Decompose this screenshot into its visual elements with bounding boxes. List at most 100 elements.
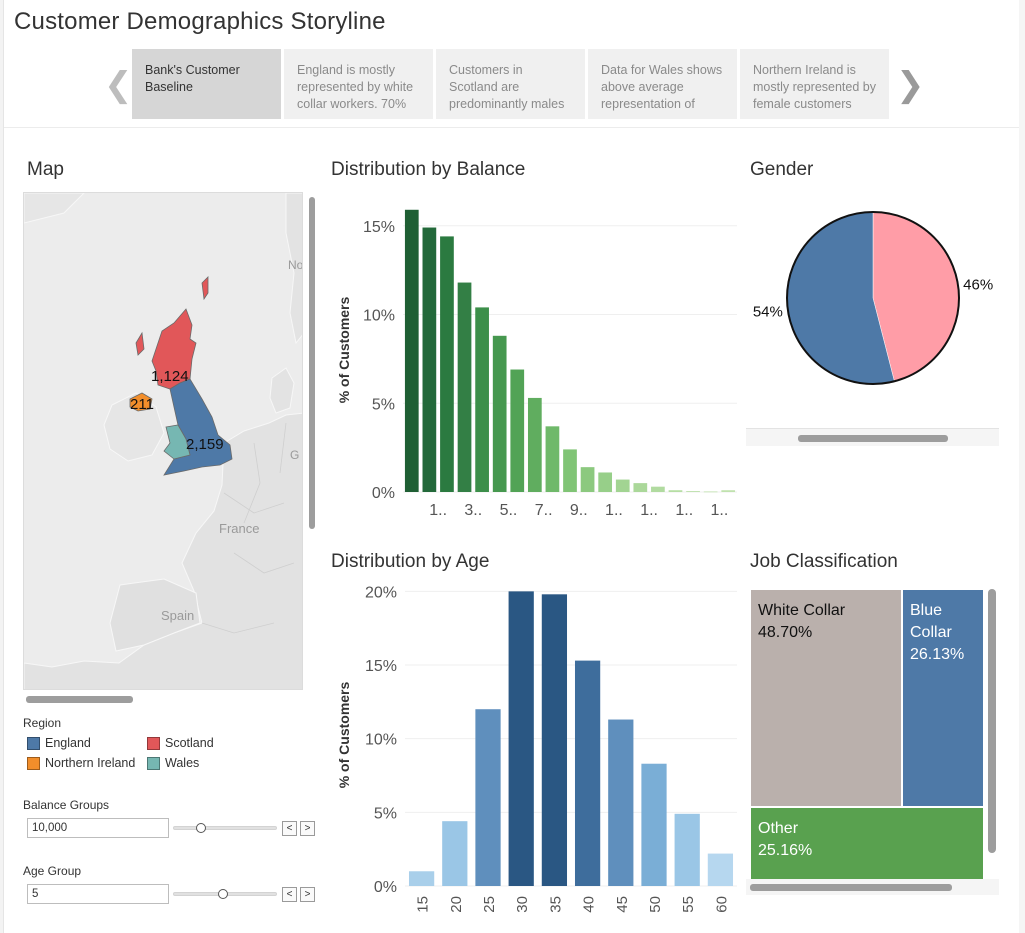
- age-chart-title: Distribution by Age: [331, 551, 490, 572]
- bar[interactable]: [508, 591, 534, 886]
- bar[interactable]: [422, 227, 437, 492]
- map-region-wales[interactable]: [163, 424, 191, 460]
- map-place-label: No: [288, 258, 303, 272]
- bar[interactable]: [615, 479, 630, 492]
- gender-chart-title: Gender: [750, 159, 814, 180]
- bar[interactable]: [492, 335, 507, 492]
- story-prev-arrow-icon[interactable]: ❮: [104, 65, 133, 105]
- balance-chart-title: Distribution by Balance: [331, 159, 526, 180]
- map-region-scotland-isles[interactable]: [135, 276, 209, 356]
- x-tick-label: 5..: [500, 502, 518, 519]
- balance-groups-slider-thumb[interactable]: [196, 823, 207, 833]
- bar[interactable]: [721, 490, 736, 492]
- bar[interactable]: [633, 483, 648, 492]
- bar[interactable]: [598, 472, 613, 492]
- bar[interactable]: [580, 467, 595, 492]
- map-label-scotland: 1,124: [151, 368, 189, 385]
- map-borders: [201, 422, 295, 634]
- left-edge: [0, 0, 4, 933]
- legend-swatch: [147, 736, 160, 750]
- legend-swatch: [147, 756, 160, 770]
- story-point-3[interactable]: Customers in Scotland are predominantly …: [436, 49, 585, 119]
- pie-slice-label: 46%: [963, 277, 993, 294]
- legend-item-scotland[interactable]: Scotland: [147, 736, 214, 750]
- bar[interactable]: [703, 491, 718, 493]
- map-region-scotland[interactable]: [151, 308, 197, 390]
- x-tick-label: 20: [448, 896, 465, 913]
- x-tick-label: 7..: [535, 502, 553, 519]
- map-land-europe: [24, 412, 302, 689]
- story-point-4[interactable]: Data for Wales shows above average repre…: [588, 49, 737, 119]
- treemap-horizontal-scrollbar[interactable]: [750, 884, 952, 891]
- balance-groups-slider[interactable]: [173, 826, 277, 830]
- age-group-label: Age Group: [23, 864, 82, 878]
- x-tick-label: 1..: [429, 502, 447, 519]
- y-tick-label: 0%: [374, 879, 397, 896]
- bar[interactable]: [457, 282, 472, 492]
- age-group-next-button[interactable]: >: [300, 887, 315, 902]
- treemap-name-label: White Collar: [758, 602, 846, 619]
- map-region-northern-ireland[interactable]: [129, 392, 153, 412]
- balance-distribution-chart: % of Customers 0% 5% 10% 15% 1.. 3.. 5.. 7.. 9.. 1…: [336, 209, 737, 519]
- x-tick-label: 40: [581, 896, 598, 913]
- x-tick-label: 1..: [640, 502, 658, 519]
- legend-label: Northern Ireland: [45, 756, 136, 770]
- map-place-label: G: [290, 448, 299, 462]
- bar[interactable]: [707, 853, 734, 886]
- map-land-north: [285, 193, 302, 345]
- bar[interactable]: [527, 397, 542, 492]
- story-next-arrow-icon[interactable]: ❯: [896, 65, 925, 105]
- bar[interactable]: [686, 491, 700, 492]
- story-point-text: Bank's Customer Baseline: [145, 63, 240, 94]
- x-tick-label: 1..: [675, 502, 693, 519]
- bar[interactable]: [608, 719, 634, 886]
- pie-outline: [786, 211, 960, 385]
- y-tick-label: 20%: [365, 584, 397, 601]
- age-group-slider-thumb[interactable]: [217, 889, 228, 899]
- map-label-northern-ireland: 211: [130, 396, 154, 413]
- age-group-input[interactable]: [27, 884, 169, 904]
- legend-item-northern-ireland[interactable]: Northern Ireland: [27, 756, 135, 770]
- x-tick-label: 35: [547, 896, 564, 913]
- map-vertical-scrollbar[interactable]: [309, 197, 315, 529]
- bar[interactable]: [674, 813, 700, 886]
- legend-item-wales[interactable]: Wales: [147, 756, 199, 770]
- bar[interactable]: [563, 449, 577, 492]
- treemap-cell[interactable]: [750, 589, 903, 808]
- legend-swatch: [27, 756, 40, 770]
- treemap-cell[interactable]: [901, 589, 984, 808]
- bar[interactable]: [440, 236, 454, 492]
- story-point-5[interactable]: Northern Ireland is mostly represented b…: [740, 49, 889, 119]
- age-group-prev-button[interactable]: <: [282, 887, 297, 902]
- x-tick-label: 9..: [570, 502, 588, 519]
- story-point-1[interactable]: Bank's Customer Baseline: [132, 49, 281, 119]
- bar[interactable]: [545, 426, 560, 492]
- bar[interactable]: [574, 660, 601, 886]
- bar[interactable]: [442, 821, 468, 886]
- bar[interactable]: [408, 871, 435, 886]
- bar[interactable]: [510, 369, 525, 492]
- bar[interactable]: [641, 763, 667, 886]
- bar[interactable]: [651, 486, 665, 492]
- story-point-text: Northern Ireland is mostly represented b…: [753, 63, 876, 111]
- story-point-2[interactable]: England is mostly represented by white c…: [284, 49, 433, 119]
- x-tick-label: 1..: [711, 502, 729, 519]
- bar[interactable]: [404, 209, 419, 492]
- map-horizontal-scrollbar[interactable]: [26, 696, 133, 703]
- map-view[interactable]: 1,124 211 2,159 No G France Spain: [23, 192, 303, 690]
- bar[interactable]: [475, 709, 501, 886]
- bar[interactable]: [475, 307, 489, 492]
- legend-item-england[interactable]: England: [27, 736, 91, 750]
- story-point-text: England is mostly represented by white c…: [297, 63, 414, 111]
- balance-groups-input[interactable]: [27, 818, 169, 838]
- treemap-vertical-scrollbar[interactable]: [988, 589, 996, 853]
- bar[interactable]: [541, 594, 568, 886]
- bar[interactable]: [668, 490, 683, 492]
- treemap-cell[interactable]: [750, 806, 984, 880]
- gender-horizontal-scrollbar[interactable]: [798, 435, 948, 442]
- legend-title: Region: [23, 716, 62, 730]
- x-tick-label: 15: [415, 896, 432, 913]
- job-chart-title: Job Classification: [750, 551, 898, 572]
- balance-groups-prev-button[interactable]: <: [282, 821, 297, 836]
- balance-groups-next-button[interactable]: >: [300, 821, 315, 836]
